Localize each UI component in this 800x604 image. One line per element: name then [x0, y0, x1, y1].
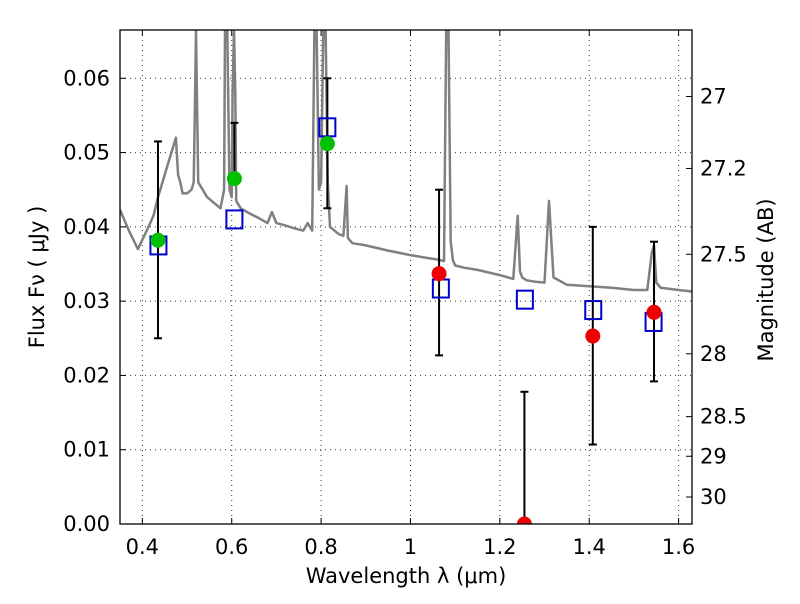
- spectrum-line: [120, 30, 692, 293]
- model-square: [431, 278, 450, 299]
- x-tick-label: 0.8: [304, 535, 337, 559]
- observed-green-point: [226, 171, 242, 187]
- grid-layer: [120, 30, 692, 525]
- observed-red-point: [585, 328, 601, 344]
- y-tick-label: 0.03: [63, 289, 110, 313]
- y-tick-label: 0.05: [63, 141, 110, 165]
- plot-clip-group: [120, 30, 692, 524]
- y-tick-label: 0.01: [63, 438, 110, 462]
- right-tick-label: 28.5: [700, 405, 747, 429]
- x-tick-label: 1: [404, 535, 417, 559]
- observed-green-point: [319, 136, 335, 152]
- observed-red-point: [516, 516, 532, 524]
- right-tick-label: 27.2: [700, 156, 747, 180]
- observed-green-point: [150, 232, 166, 248]
- right-tick-label: 27: [700, 85, 727, 109]
- x-tick-label: 1.4: [573, 535, 606, 559]
- y-tick-label: 0.06: [63, 66, 110, 90]
- model-square: [515, 289, 534, 310]
- observed-red-point: [431, 266, 447, 282]
- model-square: [225, 209, 244, 230]
- right-tick-label: 29: [700, 444, 727, 468]
- observed-red-point: [646, 304, 662, 320]
- x-tick-label: 0.6: [215, 535, 248, 559]
- y-tick-label: 0.00: [63, 512, 110, 536]
- x-tick-label: 1.2: [483, 535, 516, 559]
- tick-layer: 0.4 0.6 0.8 1 1.2 1.4 1.6 0.00 0.01 0.02 0.03 0.04 0…: [63, 30, 747, 559]
- x-axis-label: Wavelength λ (μm): [306, 564, 507, 588]
- right-tick-label: 27.5: [700, 242, 747, 266]
- right-tick-label: 30: [700, 485, 727, 509]
- y-tick-label: 0.04: [63, 215, 110, 239]
- y-axis-label: Flux Fν ( μJy ): [25, 206, 49, 349]
- x-tick-label: 1.6: [662, 535, 695, 559]
- right-tick-label: 28: [700, 342, 727, 366]
- y-tick-label: 0.02: [63, 363, 110, 387]
- plot-layer: [120, 30, 692, 524]
- model-square: [584, 300, 603, 321]
- y-right-axis-label: Magnitude (AB): [754, 198, 778, 361]
- x-tick-label: 0.4: [126, 535, 159, 559]
- plot-frame: [119, 29, 693, 525]
